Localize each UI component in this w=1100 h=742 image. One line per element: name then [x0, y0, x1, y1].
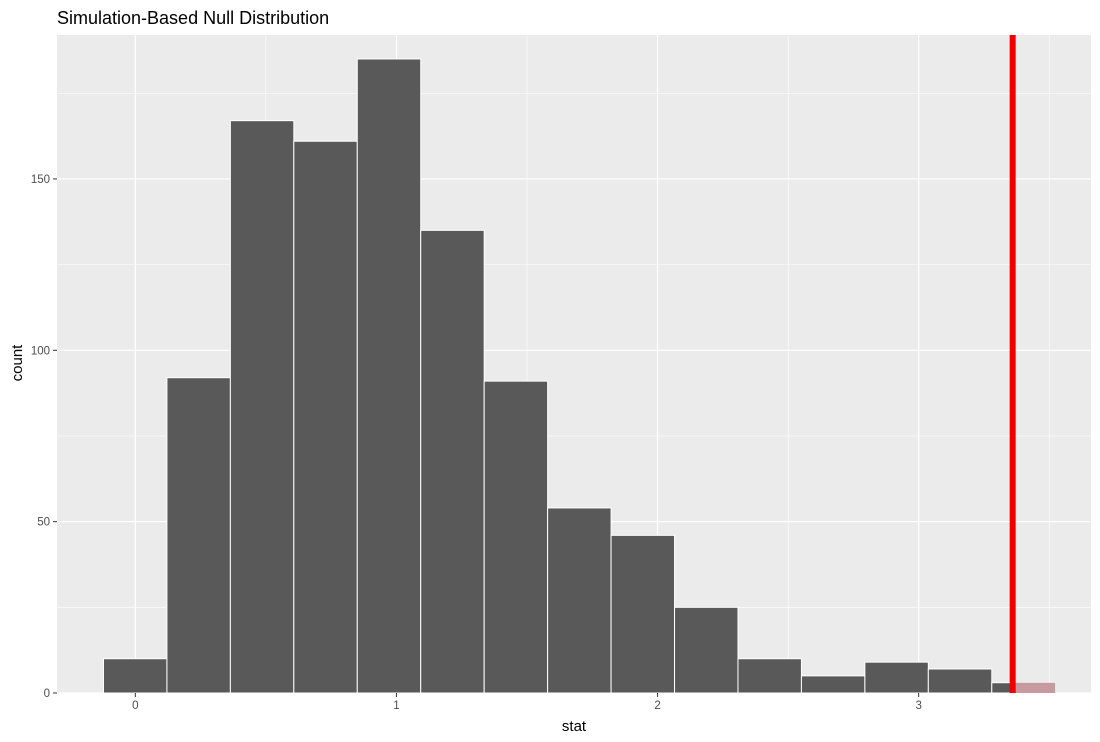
histogram-bar	[483, 380, 549, 694]
histogram-bar	[166, 377, 231, 694]
histogram-bars	[102, 58, 1056, 694]
x-tick-label: 0	[132, 700, 138, 712]
histogram-bar	[229, 120, 295, 694]
x-tick-label: 2	[654, 700, 660, 712]
histogram-bar	[927, 668, 993, 694]
histogram-bar	[800, 675, 866, 694]
histogram-bar	[356, 58, 422, 694]
y-tick-label: 100	[31, 345, 50, 357]
histogram-bar	[737, 658, 802, 694]
histogram-bar	[547, 507, 612, 694]
histogram-bar	[674, 606, 739, 694]
x-tick-label: 1	[393, 700, 399, 712]
histogram-bar	[610, 534, 676, 694]
histogram-bar	[102, 658, 168, 694]
y-axis-ticks: 0 50 100 150	[31, 174, 57, 700]
histogram-bar	[293, 140, 358, 694]
y-axis-label: count	[9, 344, 26, 382]
histogram-bar	[420, 229, 485, 694]
x-axis-label: stat	[562, 718, 587, 735]
y-tick-label: 0	[44, 688, 50, 700]
shaded-bar	[1012, 682, 1056, 693]
histogram-bar	[864, 661, 929, 694]
y-tick-label: 150	[31, 174, 50, 186]
x-axis-ticks: 0 1 2 3	[132, 693, 922, 712]
shaded-region	[1012, 682, 1056, 693]
x-tick-label: 3	[915, 700, 921, 712]
chart-title: Simulation-Based Null Distribution	[57, 8, 329, 28]
y-tick-label: 50	[37, 517, 50, 529]
